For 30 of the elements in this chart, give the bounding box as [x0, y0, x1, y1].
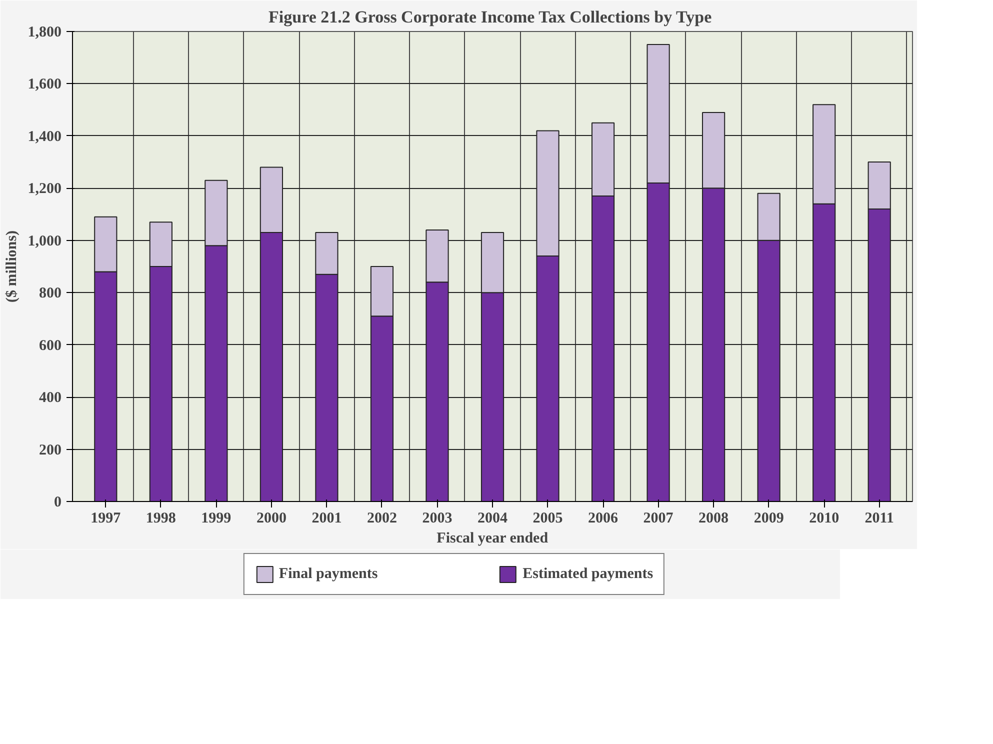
x-tick-label: 2003 [422, 510, 452, 526]
x-tick-label: 2006 [588, 510, 619, 526]
y-tick-label: 600 [39, 338, 62, 354]
x-tick-label: 2000 [256, 510, 286, 526]
y-tick-label: 1,600 [28, 76, 62, 93]
legend-label: Estimated payments [522, 566, 654, 582]
y-tick-label: 1,000 [28, 233, 62, 250]
x-tick-label: 1998 [146, 510, 176, 526]
x-tick-label: 2004 [478, 510, 508, 526]
y-tick-label: 1,200 [28, 181, 62, 198]
x-tick-label: 1999 [201, 510, 232, 526]
y-tick-label: 1,400 [28, 128, 62, 145]
x-tick-label: 1997 [90, 510, 122, 526]
x-tick-label: 2010 [809, 510, 840, 526]
x-tick-label: 2002 [366, 510, 397, 526]
x-tick-label: 2007 [643, 510, 674, 526]
x-tick-label: 2011 [864, 510, 894, 526]
y-tick-label: 200 [39, 442, 62, 458]
x-tick-label: 2009 [754, 510, 784, 526]
x-axis-title: Fiscal year ended [436, 530, 549, 546]
x-tick-label: 2005 [532, 510, 563, 526]
chart-title: Figure 21.2 Gross Corporate Income Tax Collections by Type [268, 8, 712, 26]
y-tick-label: 800 [39, 286, 62, 302]
y-tick-label: 1,800 [28, 24, 62, 40]
y-tick-label: 400 [39, 390, 62, 406]
y-tick-label: 0 [54, 494, 62, 510]
y-axis-title: ($ millions) [4, 230, 20, 303]
x-tick-label: 2008 [698, 510, 729, 526]
x-tick-label: 2001 [312, 510, 342, 526]
legend-label: Final payments [278, 566, 378, 582]
